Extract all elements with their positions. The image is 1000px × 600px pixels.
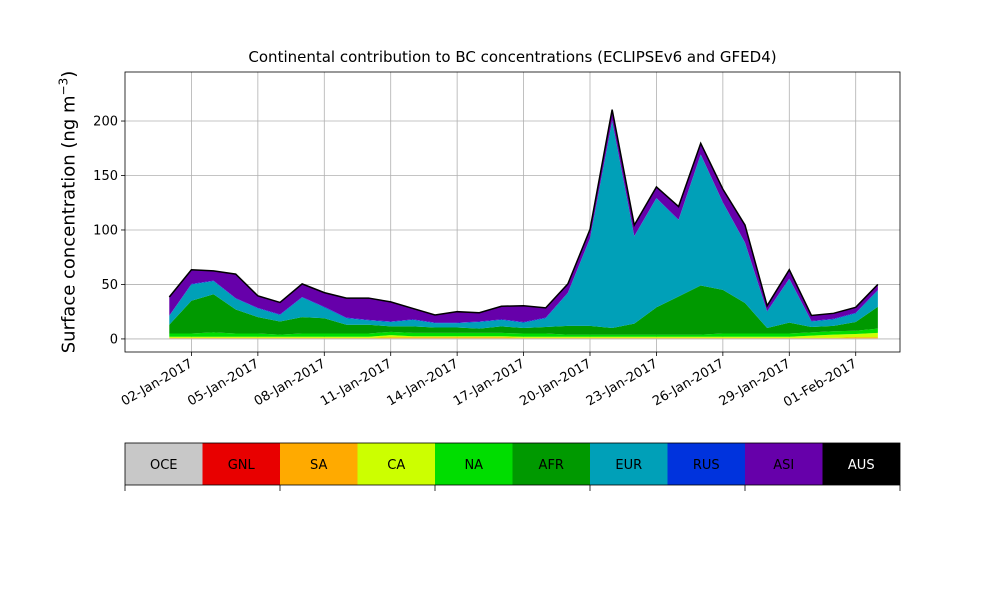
- x-tick-label: 08-Jan-2017: [252, 356, 329, 409]
- area-sa: [169, 337, 878, 339]
- legend-swatch-gnl: [202, 443, 280, 485]
- legend-swatch-oce: [125, 443, 203, 485]
- x-tick-label: 14-Jan-2017: [385, 356, 462, 409]
- legend-swatch-ca: [357, 443, 435, 485]
- x-tick-label: 11-Jan-2017: [318, 356, 395, 409]
- x-tick-label: 29-Jan-2017: [717, 356, 794, 409]
- legend-swatch-sa: [280, 443, 358, 485]
- area-eur: [169, 121, 878, 329]
- total-line: [168, 109, 879, 317]
- area-asi: [169, 109, 878, 323]
- legend-label-na: NA: [464, 458, 483, 473]
- x-tick-label: 26-Jan-2017: [650, 356, 727, 409]
- legend-swatch-aus: [822, 443, 900, 485]
- legend-label-ca: CA: [387, 458, 405, 473]
- legend-label-rus: RUS: [693, 458, 720, 473]
- x-tick-label: 20-Jan-2017: [517, 356, 594, 409]
- y-tick-label: 200: [93, 115, 118, 130]
- area-afr: [169, 285, 878, 335]
- stacked-areas: [168, 109, 879, 339]
- area-oce: [169, 338, 878, 339]
- legend-swatch-rus: [667, 443, 745, 485]
- legend-label-aus: AUS: [848, 458, 875, 473]
- x-tick-label: 23-Jan-2017: [584, 356, 661, 409]
- area-na: [169, 328, 878, 337]
- legend-label-oce: OCE: [150, 458, 178, 473]
- legend-label-afr: AFR: [539, 458, 564, 473]
- legend-label-gnl: GNL: [228, 458, 256, 473]
- legend-frame: [124, 442, 901, 486]
- x-tick-label: 05-Jan-2017: [185, 356, 262, 409]
- legend-swatch-na: [435, 443, 513, 485]
- axes: 0 50 100 150 200 02-Jan-201705-Jan-201708-Jan…: [93, 71, 901, 410]
- legend-label-sa: SA: [310, 458, 327, 473]
- y-tick-label: 50: [101, 278, 118, 293]
- y-tick-label: 150: [93, 169, 118, 184]
- y-tick-label: 0: [110, 332, 118, 347]
- legend-swatch-eur: [590, 443, 668, 485]
- legend-label-asi: ASI: [773, 458, 794, 473]
- x-tick-label: 02-Jan-2017: [119, 356, 196, 409]
- legend-label-eur: EUR: [615, 458, 642, 473]
- y-tick-label: 100: [93, 223, 118, 238]
- area-ca: [169, 332, 878, 338]
- legend-swatch-afr: [512, 443, 590, 485]
- x-tick-label: 17-Jan-2017: [451, 356, 528, 409]
- chart-title: Continental contribution to BC concentra…: [248, 48, 777, 66]
- legend-swatch-asi: [745, 443, 823, 485]
- plot-frame: [124, 71, 901, 353]
- x-tick-label: 01-Feb-2017: [781, 356, 860, 410]
- colorbar-legend: OCE GNL SA CA NA AFR EUR RUS ASI AUS: [124, 442, 901, 491]
